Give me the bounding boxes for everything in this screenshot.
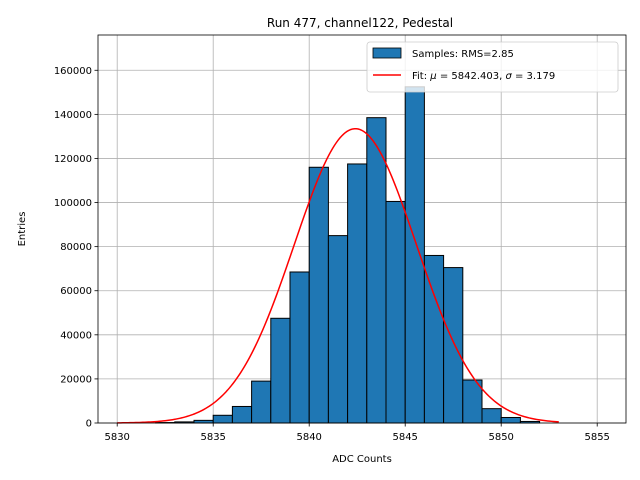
x-tick-label: 5855 [584,432,609,443]
y-tick-label: 80000 [60,242,92,253]
y-tick-label: 0 [86,419,92,430]
histogram-bar [385,200,406,424]
y-tick-label: 40000 [60,330,92,341]
histogram-bar [500,416,521,424]
legend-label-samples: Samples: RMS=2.85 [412,49,514,60]
legend: Samples: RMS=2.85 Fit: μ = 5842.403, σ =… [366,41,619,93]
histogram-bars [155,86,541,424]
histogram-bar [443,267,464,424]
y-tick-label: 60000 [60,286,92,297]
plot-frame [97,34,627,424]
x-axis-ticks: 5830 5835 5840 5845 5850 5855 [104,423,610,443]
legend-box [366,41,619,93]
y-axis-label: Entries [17,212,28,247]
y-tick-label: 100000 [54,198,92,209]
x-tick-label: 5830 [104,432,129,443]
y-tick-label: 160000 [54,66,92,77]
fit-sigma-symbol: σ [505,71,512,82]
histogram-bar [366,117,387,424]
fit-curve [117,127,559,424]
y-axis-ticks: 0 20000 40000 60000 80000 100000 120000 140000 1… [54,66,98,430]
x-tick-label: 5840 [296,432,321,443]
histogram-bar [251,380,272,424]
histogram-bar [212,414,233,424]
fit-sigma-text: = 3.179 [512,71,555,82]
chart-title: Run 477, channel122, Pedestal [267,16,453,30]
legend-swatch-samples [372,47,402,59]
fit-label-prefix: Fit: [412,71,430,82]
histogram-bar [423,254,445,424]
legend-label-fit: Fit: μ = 5842.403, σ = 3.179 [412,71,555,82]
x-tick-label: 5845 [392,432,417,443]
histogram-bar [289,271,310,424]
y-tick-label: 140000 [54,110,92,121]
histogram-bar [481,408,502,424]
x-tick-label: 5850 [488,432,513,443]
y-tick-label: 20000 [60,374,92,385]
fit-mu-symbol: μ [429,71,436,82]
histogram-bar [327,235,349,424]
histogram-bar [231,405,253,424]
y-tick-label: 120000 [54,154,92,165]
x-axis-label: ADC Counts [332,454,392,465]
fit-mu-text: = 5842.403, [437,71,506,82]
histogram-bar [270,317,291,424]
histogram-bar [404,86,425,424]
histogram-bar [347,163,368,424]
histogram-bar [308,166,329,424]
x-tick-label: 5835 [200,432,225,443]
